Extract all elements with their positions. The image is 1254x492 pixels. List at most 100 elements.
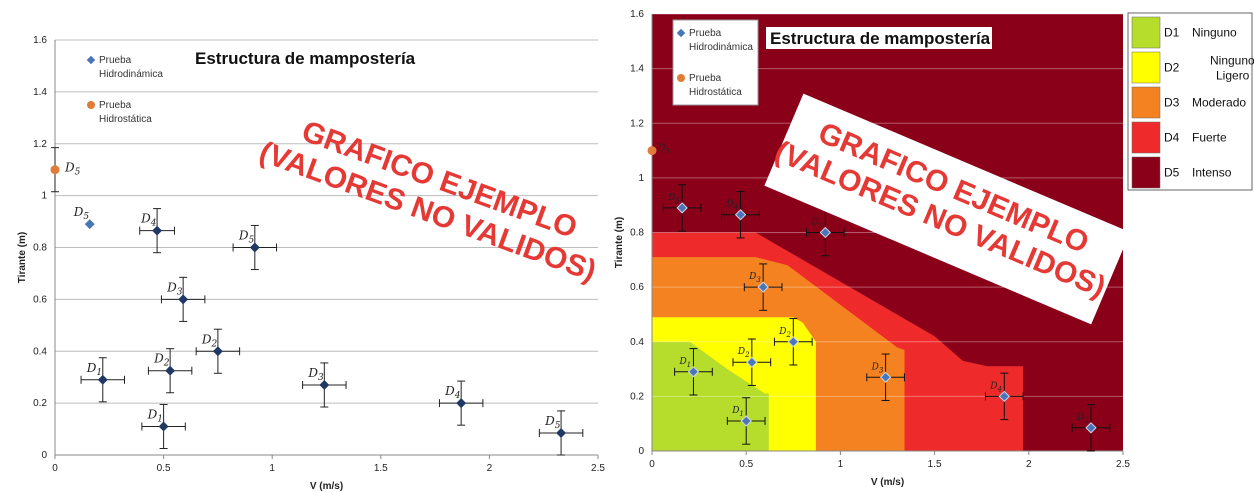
x-tick-label: 2 [1026, 459, 1032, 470]
legend-label-line: Hidrostática [689, 87, 742, 98]
legend-label-line: Prueba [689, 73, 722, 84]
damage-label-number: 4 [150, 219, 157, 229]
damage-label: D4 [989, 381, 1002, 393]
x-tick-label: 1.5 [928, 459, 942, 470]
damage-label: D2 [778, 327, 791, 339]
damage-label-letter: D [86, 361, 97, 375]
data-point-hydrodynamic [152, 225, 163, 236]
damage-label-number: 4 [733, 204, 738, 212]
damage-label-letter: D [657, 144, 665, 154]
damage-label-letter: D [667, 193, 675, 203]
x-tick-label: 1 [269, 463, 275, 474]
damage-label-number: 1 [739, 410, 743, 418]
y-tick-label: 0.2 [33, 398, 47, 409]
damage-label-number: 1 [96, 368, 102, 378]
legend-label-line: Prueba [689, 28, 722, 39]
damage-label-letter: D [871, 362, 879, 372]
x-tick-label: 0 [649, 459, 655, 470]
damage-label: D4 [140, 212, 157, 229]
damage-label: D2 [153, 352, 170, 369]
zone-legend-code: D1 [1164, 26, 1180, 40]
data-point-hydrodynamic [676, 202, 688, 214]
damage-label-number: 3 [177, 287, 183, 297]
y-tick-label: 0 [41, 450, 47, 461]
damage-label-letter: D [238, 229, 249, 243]
damage-label: D3 [871, 362, 884, 374]
damage-label-letter: D [64, 161, 75, 175]
damage-label-number: 5 [555, 421, 561, 431]
y-tick-label: 0.2 [630, 391, 644, 402]
damage-label: D3 [307, 366, 324, 383]
damage-label-number: 5 [75, 168, 81, 178]
chart-1: 0 0.2 0.4 0.6 0.8 1 1.2 1.4 1.6 0 0.5 1 1.5 2 2.5 V (m/… [17, 35, 605, 492]
data-point-hydrodynamic [158, 421, 169, 432]
damage-label-letter: D [1076, 413, 1084, 423]
data-point-hydrodynamic [757, 281, 769, 293]
title-background [766, 27, 992, 49]
data-point-hydrodynamic [746, 356, 758, 368]
damage-label: D2 [737, 347, 750, 359]
x-tick-label: 0 [52, 463, 58, 474]
x-axis-label: V (m/s) [871, 477, 904, 488]
zone-legend-label: Intenso [1192, 166, 1232, 180]
damage-label-letter: D [678, 357, 686, 367]
damage-label-letter: D [201, 332, 212, 346]
damage-label-letter: D [810, 218, 818, 228]
damage-label-letter: D [989, 381, 997, 391]
data-point-hydrodynamic [1085, 422, 1097, 434]
y-tick-label: 1.6 [630, 9, 644, 20]
watermark-background [764, 93, 1131, 325]
damage-label: D5 [544, 414, 561, 431]
data-point-hydrostatic [647, 146, 657, 156]
damage-label: D5 [810, 218, 823, 230]
data-point-hydrodynamic [740, 415, 752, 427]
legend-label-line: Hidrostática [99, 114, 152, 125]
damage-label-letter: D [726, 200, 734, 210]
data-point-hydrodynamic [787, 336, 799, 348]
damage-label: D4 [444, 384, 461, 401]
data-point-hydrodynamic [319, 380, 330, 390]
data-point-hydrodynamic [998, 390, 1010, 403]
damage-label: D5 [238, 229, 255, 246]
zone-legend-label: Ninguno [1192, 26, 1237, 40]
damage-label: D5 [64, 161, 81, 178]
data-point-hydrodynamic [212, 346, 223, 357]
y-tick-label: 1.2 [630, 118, 644, 129]
damage-label-letter: D [731, 406, 739, 416]
damage-label-number: 3 [879, 366, 884, 374]
damage-label: D5 [657, 144, 670, 156]
x-tick-label: 0.5 [739, 459, 753, 470]
series-legend-box [672, 19, 759, 106]
y-tick-label: 1 [638, 173, 644, 184]
damage-label-letter: D [153, 352, 164, 366]
damage-label-number: 5 [248, 236, 254, 246]
zone-legend-label: Fuerte [1192, 131, 1227, 145]
y-tick-label: 0.4 [33, 346, 47, 357]
damage-label-number: 4 [454, 391, 461, 401]
zone-legend-swatch [1131, 51, 1161, 84]
zone-legend: D1 Ninguno D2 Ninguno aLigero D3 Moderado D4 Fu… [1127, 12, 1254, 191]
data-point-hydrodynamic [734, 209, 747, 221]
data-point-hydrodynamic [178, 294, 189, 305]
y-tick-label: 1.4 [33, 87, 47, 98]
y-tick-label: 0 [638, 446, 644, 457]
zone-legend-swatch [1131, 121, 1161, 154]
legend-label-line: Hidrodinámica [689, 42, 753, 53]
damage-label: D1 [86, 361, 102, 378]
damage-label: D1 [147, 407, 163, 424]
y-tick-label: 1.6 [33, 35, 47, 46]
damage-label-letter: D [307, 366, 318, 380]
damage-label-letter: D [778, 327, 786, 337]
y-tick-label: 1.2 [33, 139, 47, 150]
data-point-hydrodynamic [556, 428, 567, 438]
zone-legend-swatch [1131, 86, 1161, 119]
damage-label-letter: D [544, 414, 555, 428]
damage-label-number: 1 [157, 414, 163, 424]
x-tick-label: 0.5 [157, 463, 171, 474]
damage-label-number: 2 [786, 331, 792, 339]
legend-label-line: Hidrodinámica [99, 69, 163, 80]
damage-label-letter: D [748, 272, 756, 282]
zone-legend-label: Ninguno a [1210, 54, 1254, 68]
damage-label: D3 [748, 272, 761, 284]
damage-label-number: 2 [744, 351, 750, 359]
